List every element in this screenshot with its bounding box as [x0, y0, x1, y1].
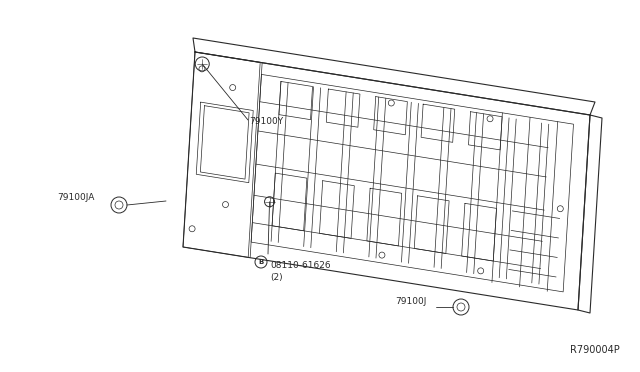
- Circle shape: [557, 206, 563, 212]
- Circle shape: [199, 66, 205, 72]
- Text: (2): (2): [270, 273, 283, 282]
- Circle shape: [379, 252, 385, 258]
- Circle shape: [477, 268, 484, 274]
- Circle shape: [223, 202, 228, 208]
- Text: 79100JA: 79100JA: [57, 192, 94, 202]
- Text: R790004P: R790004P: [570, 345, 620, 355]
- Text: 08110-61626: 08110-61626: [270, 261, 331, 270]
- Circle shape: [189, 226, 195, 232]
- Circle shape: [388, 100, 394, 106]
- Circle shape: [487, 116, 493, 122]
- Text: 79100J: 79100J: [395, 298, 426, 307]
- Text: 79100Y: 79100Y: [249, 116, 283, 125]
- Circle shape: [230, 84, 236, 90]
- Text: B: B: [259, 260, 264, 266]
